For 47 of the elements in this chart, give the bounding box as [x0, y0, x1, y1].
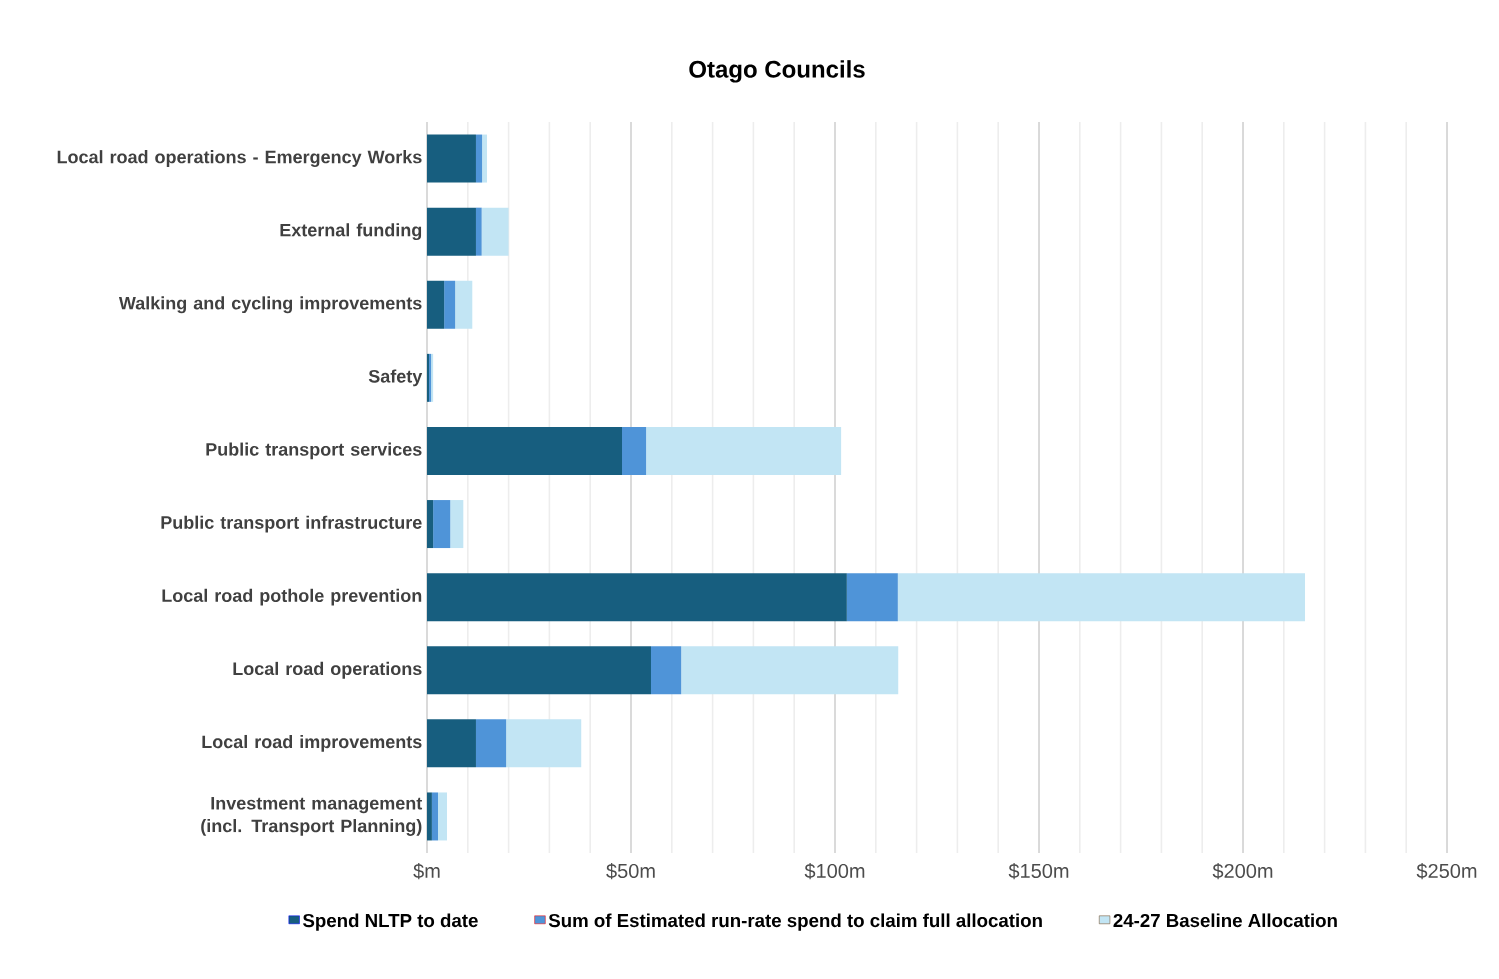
y-tick-label: Investment management (incl. Transport Planning) — [201, 797, 423, 836]
legend-label: Sum of Estimated run-rate spend to claim full allocation — [548, 913, 1042, 931]
y-tick-label: External funding — [280, 223, 422, 241]
bar — [431, 792, 439, 841]
y-tick-label: Local road pothole prevention — [162, 588, 422, 606]
bar — [681, 646, 899, 695]
bar — [438, 792, 447, 841]
bar — [646, 426, 842, 475]
x-tick-label: $m — [413, 863, 440, 880]
bar — [482, 134, 487, 183]
bar — [650, 646, 682, 695]
bar — [475, 719, 507, 768]
y-tick-label: Local road operations — [233, 661, 422, 679]
bar — [444, 280, 456, 329]
bar — [475, 207, 482, 256]
x-tick-label: $100m — [804, 863, 865, 880]
y-tick-label: Safety — [368, 369, 423, 387]
bar — [427, 792, 432, 841]
bar — [427, 500, 434, 549]
bar — [846, 573, 898, 622]
chart-title: Otago Councils — [689, 60, 865, 83]
bar — [506, 719, 582, 768]
x-tick-label: $150m — [1008, 863, 1069, 880]
bar — [455, 280, 473, 329]
bar — [427, 207, 476, 256]
bar — [450, 500, 464, 549]
bar — [427, 280, 445, 329]
y-tick-label: Local road improvements — [202, 734, 422, 752]
y-tick-label: Local road operations - Emergency Works — [57, 150, 422, 167]
bar — [622, 426, 647, 475]
bar — [481, 207, 509, 256]
x-tick-label: $200m — [1212, 863, 1273, 880]
legend-label: 24-27 Baseline Allocation — [1113, 913, 1337, 928]
y-tick-label: Walking and cycling improvements — [118, 296, 422, 314]
legend-label: Spend NLTP to date — [302, 913, 478, 931]
bar — [475, 134, 483, 183]
y-tick-label: Public transport infrastructure — [161, 515, 422, 533]
bar — [427, 646, 651, 695]
y-tick-label: Public transport services — [206, 442, 422, 460]
bar — [897, 573, 1306, 622]
bar — [427, 134, 476, 183]
bar — [427, 719, 476, 768]
x-tick-label: $50m — [606, 863, 655, 880]
x-tick-label: $250m — [1416, 863, 1477, 880]
bar — [433, 500, 451, 549]
bar — [427, 426, 623, 475]
bar — [427, 573, 847, 622]
